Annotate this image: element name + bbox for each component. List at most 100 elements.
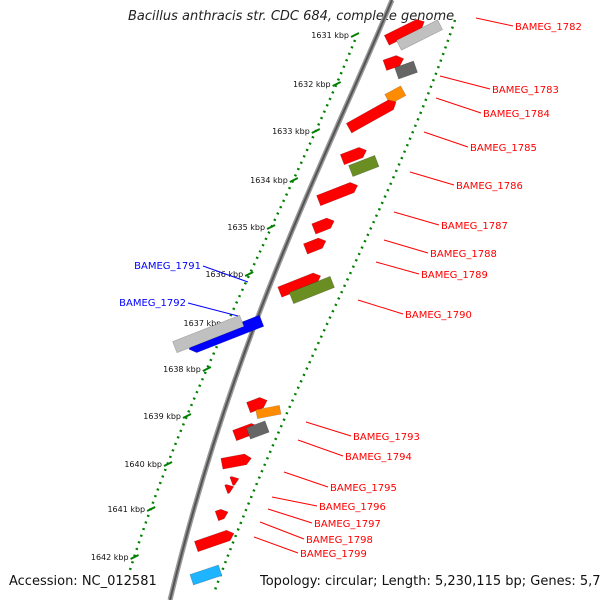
tick-mark bbox=[289, 177, 299, 183]
gene-label-bameg-1784: BAMEG_1784 bbox=[483, 109, 550, 120]
gene-label-bameg-1790: BAMEG_1790 bbox=[405, 310, 472, 321]
gene-label-bameg-1791: BAMEG_1791 bbox=[134, 261, 201, 272]
accession-text: Accession: NC_012581 bbox=[9, 574, 157, 589]
feature-bameg-1782-hit bbox=[396, 19, 443, 51]
feature-bameg-1791-hit bbox=[172, 314, 245, 354]
tick-label: 1633 kbp bbox=[272, 127, 310, 136]
feature-bameg-1787-shape bbox=[316, 182, 359, 207]
feature-bameg-1793-a bbox=[246, 397, 268, 414]
feature-bameg-1796 bbox=[229, 476, 240, 486]
tick-mark bbox=[163, 461, 173, 467]
feature-track-line bbox=[213, 19, 457, 591]
gene-label-bameg-1782: BAMEG_1782 bbox=[515, 22, 582, 33]
tick-label: 1639 kbp bbox=[143, 412, 181, 421]
tick-label: 1635 kbp bbox=[227, 223, 265, 232]
feature-bameg-1795-shape bbox=[220, 453, 252, 470]
feature-bameg-1786-shape bbox=[339, 147, 367, 166]
gene-leader bbox=[305, 421, 352, 437]
feature-bameg-1799 bbox=[194, 529, 235, 553]
tick-label: 1632 kbp bbox=[293, 80, 331, 89]
tick-label: 1642 kbp bbox=[91, 553, 129, 562]
feature-bameg-1786-hit bbox=[348, 154, 380, 178]
feature-bameg-1782-hit-shape bbox=[396, 19, 443, 51]
tick-mark bbox=[311, 128, 321, 134]
gene-label-bameg-1797: BAMEG_1797 bbox=[314, 519, 381, 530]
gene-leader bbox=[259, 521, 305, 540]
tick-label: 1636 kbp bbox=[205, 270, 243, 279]
genome-backbone bbox=[167, 0, 395, 600]
gene-leader bbox=[375, 261, 420, 275]
feature-bameg-1788 bbox=[311, 217, 335, 235]
gene-leader bbox=[475, 17, 514, 27]
feature-bameg-1793 bbox=[255, 404, 282, 420]
feature-bameg-1783-shape bbox=[382, 55, 405, 71]
feature-bameg-1790-hit bbox=[288, 275, 335, 305]
gene-label-bameg-1789: BAMEG_1789 bbox=[421, 270, 488, 281]
feature-track bbox=[172, 19, 443, 586]
feature-cyan bbox=[189, 564, 223, 586]
tick-label: 1641 kbp bbox=[107, 505, 145, 514]
feature-bameg-1785 bbox=[345, 99, 397, 134]
feature-bameg-1790 bbox=[277, 272, 322, 298]
feature-bameg-1796-shape bbox=[229, 476, 240, 486]
gene-leader bbox=[383, 239, 429, 254]
gene-leader bbox=[253, 536, 299, 554]
feature-bameg-1794-shape bbox=[245, 420, 270, 440]
feature-cyan-shape bbox=[189, 564, 223, 586]
gene-leader bbox=[267, 508, 313, 524]
tick-label: 1638 kbp bbox=[163, 365, 201, 374]
map-title: Bacillus anthracis str. CDC 684, complet… bbox=[128, 9, 455, 24]
feature-bameg-1786-hit-shape bbox=[348, 154, 380, 178]
backbone-line bbox=[169, 0, 393, 600]
gene-leader bbox=[271, 496, 318, 507]
feature-bameg-1793-shape bbox=[255, 404, 282, 420]
feature-bameg-1792 bbox=[188, 314, 265, 353]
tick-mark bbox=[332, 81, 342, 87]
tick-label: 1637 kbp bbox=[184, 319, 222, 328]
gene-label-bameg-1794: BAMEG_1794 bbox=[345, 452, 412, 463]
gene-label-bameg-1799: BAMEG_1799 bbox=[300, 549, 367, 560]
feature-bameg-1783-hit bbox=[394, 60, 418, 80]
gene-label-bameg-1783: BAMEG_1783 bbox=[492, 85, 559, 96]
gene-label-bameg-1793: BAMEG_1793 bbox=[353, 432, 420, 443]
gene-leader bbox=[435, 97, 482, 114]
tick-mark bbox=[202, 366, 212, 372]
feature-bameg-1788-shape bbox=[311, 217, 335, 235]
gene-label-bameg-1785: BAMEG_1785 bbox=[470, 143, 537, 154]
gene-leader bbox=[393, 211, 440, 226]
feature-bameg-1783 bbox=[382, 55, 405, 71]
feature-bameg-1786 bbox=[339, 147, 367, 166]
tick-mark bbox=[146, 506, 156, 512]
gene-leader bbox=[439, 75, 491, 90]
feature-bameg-1798-shape bbox=[214, 508, 229, 522]
feature-bameg-1787 bbox=[316, 182, 359, 207]
tick-mark bbox=[182, 413, 192, 419]
gene-label-bameg-1795: BAMEG_1795 bbox=[330, 483, 397, 494]
gene-label-bameg-1792: BAMEG_1792 bbox=[119, 298, 186, 309]
gene-leader bbox=[357, 299, 404, 315]
gene-label-bameg-1796: BAMEG_1796 bbox=[319, 502, 386, 513]
label-layer: BAMEG_1782 BAMEG_1783 BAMEG_1784 BAMEG_1785… bbox=[119, 17, 582, 560]
genome-summary-text: Topology: circular; Length: 5,230,115 bp… bbox=[260, 574, 600, 589]
gene-leader bbox=[202, 265, 249, 283]
tick-mark bbox=[350, 32, 360, 38]
gene-leader bbox=[283, 471, 329, 488]
gene-leader bbox=[409, 171, 455, 186]
gene-label-bameg-1798: BAMEG_1798 bbox=[306, 535, 373, 546]
feature-bameg-1789-shape bbox=[303, 237, 327, 255]
gene-leader bbox=[187, 302, 239, 317]
tick-mark bbox=[266, 224, 276, 230]
feature-bameg-1782-shape bbox=[383, 19, 425, 46]
tick-mark bbox=[130, 554, 140, 560]
feature-bameg-1783-hit-shape bbox=[394, 60, 418, 80]
feature-bameg-1794 bbox=[245, 420, 270, 440]
feature-bameg-1792-shape bbox=[188, 314, 265, 353]
feature-bameg-1795 bbox=[220, 453, 252, 470]
feature-bameg-1782 bbox=[383, 19, 425, 46]
feature-bameg-1797 bbox=[224, 484, 235, 494]
feature-bameg-1785-shape bbox=[345, 99, 397, 134]
feature-bameg-1797-shape bbox=[224, 484, 235, 494]
tick-label: 1631 kbp bbox=[311, 31, 349, 40]
feature-bameg-1790-hit-shape bbox=[288, 275, 335, 305]
